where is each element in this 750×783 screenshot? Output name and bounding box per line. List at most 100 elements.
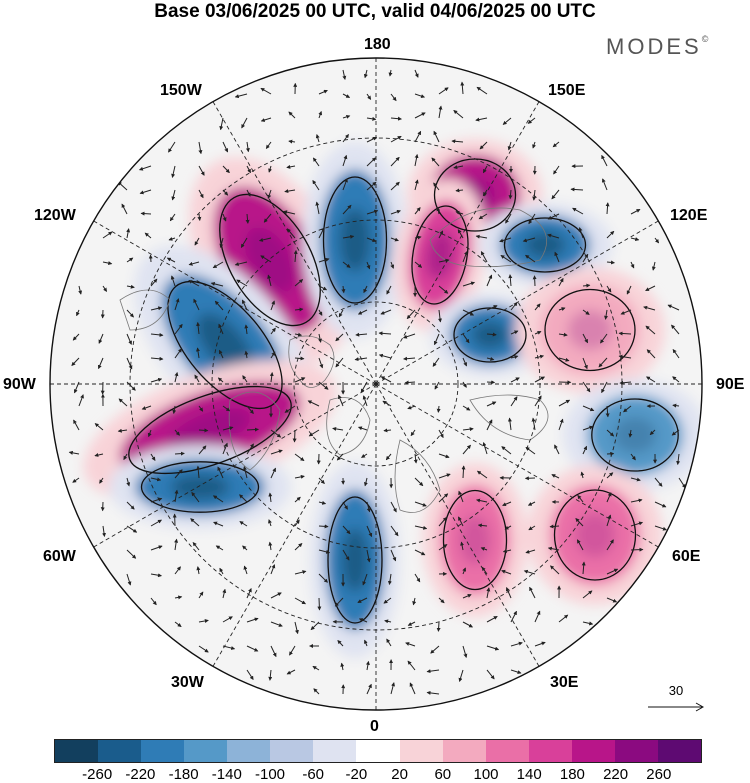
wind-arrow (341, 285, 346, 294)
wind-arrow (462, 357, 467, 367)
wind-arrow (174, 566, 181, 575)
wind-arrow (72, 477, 80, 483)
contour-line (128, 385, 292, 475)
wind-arrow (174, 371, 179, 383)
wind-arrow (390, 156, 400, 167)
wind-arrow (558, 307, 566, 311)
anomaly-core (459, 515, 491, 565)
wind-arrow (462, 427, 474, 432)
wind-arrow (342, 525, 351, 535)
wind-arrow (196, 347, 200, 359)
wind-arrow (355, 332, 368, 337)
wind-arrow (558, 614, 569, 623)
meridian-line (375, 383, 542, 671)
colorbar-tick-label: 180 (559, 766, 585, 783)
label-120w: 120W (34, 207, 76, 224)
wind-arrow (148, 254, 153, 263)
wind-arrow (360, 381, 368, 393)
wind-arrow (363, 285, 368, 294)
wind-arrow (342, 501, 348, 510)
wind-arrow (600, 333, 608, 344)
wind-arrow (606, 539, 614, 551)
colorbar-tick-label: 60 (434, 766, 452, 783)
label-90e: 90E (716, 376, 745, 393)
wind-arrow (222, 405, 231, 412)
wind-arrow (141, 405, 152, 410)
wind-arrow (198, 591, 204, 599)
wind-arrow (222, 442, 228, 455)
wind-arrow (198, 445, 207, 455)
wind-arrow (150, 332, 164, 337)
wind-arrow (172, 405, 177, 415)
wind-arrow (672, 348, 680, 359)
wind-arrow (672, 376, 680, 383)
wind-arrow (582, 590, 593, 599)
wind-arrow (342, 114, 351, 119)
wind-arrow (150, 306, 163, 311)
wind-arrow (620, 309, 632, 315)
wind-arrow (572, 207, 584, 215)
wind-arrow (219, 117, 224, 131)
wind-arrow (582, 405, 595, 412)
wind-arrow (270, 449, 283, 455)
wind-arrow (99, 477, 104, 484)
colorbar-swatch (442, 740, 486, 762)
wind-arrow (102, 525, 107, 538)
wind-arrow (479, 141, 488, 150)
wind-arrow (198, 141, 203, 155)
label-150w: 150W (160, 82, 202, 99)
wind-arrow (342, 204, 352, 215)
wind-arrow (654, 237, 659, 244)
contour-line (167, 280, 283, 410)
wind-arrow (407, 405, 416, 410)
wind-arrow (558, 277, 564, 287)
wind-arrow (364, 639, 368, 647)
colorbar-swatch (184, 740, 228, 762)
wind-arrow (318, 333, 322, 343)
wind-arrow (414, 112, 426, 119)
wind-arrow (366, 501, 371, 513)
wind-arrow (426, 690, 440, 695)
wind-arrow (218, 349, 224, 359)
colorbar-tick-label: 140 (516, 766, 542, 783)
wind-arrow (150, 497, 163, 503)
meridian-line (89, 218, 377, 385)
wind-arrow (500, 254, 512, 263)
wind-arrow (534, 641, 546, 647)
wind-arrow (284, 405, 296, 413)
wind-arrow (601, 178, 608, 191)
wind-arrow (190, 518, 200, 527)
wind-arrow (478, 213, 488, 220)
polar-map (49, 57, 703, 711)
wind-arrow (606, 429, 615, 437)
wind-arrow (222, 213, 227, 222)
wind-arrow (268, 669, 273, 681)
wind-arrow (528, 525, 536, 531)
wind-arrow (193, 298, 200, 311)
wind-arrow (378, 353, 392, 359)
contour-line (544, 288, 636, 372)
wind-arrow (76, 309, 80, 317)
wind-arrow (507, 141, 512, 151)
wind-arrow (525, 254, 536, 263)
wind-arrow (433, 333, 440, 346)
wind-arrow (630, 261, 635, 269)
wind-arrow (234, 261, 248, 266)
colorbar-tick-label: -180 (168, 766, 199, 783)
wind-arrow (414, 525, 428, 530)
wind-arrow (458, 516, 464, 527)
wind-arrow (505, 213, 512, 224)
wind-arrow (294, 570, 307, 575)
wind-vectors (68, 69, 686, 695)
wind-arrow (150, 519, 162, 527)
wind-arrow (486, 587, 491, 599)
contour-line (322, 176, 388, 304)
wind-arrow (212, 495, 224, 503)
wind-arrow (534, 354, 545, 359)
wind-arrow (342, 261, 351, 268)
wind-arrow (313, 688, 320, 695)
wind-arrow (218, 323, 224, 335)
wind-arrow (288, 139, 296, 144)
wind-arrow (606, 472, 614, 479)
colorbar-swatch (270, 740, 314, 762)
